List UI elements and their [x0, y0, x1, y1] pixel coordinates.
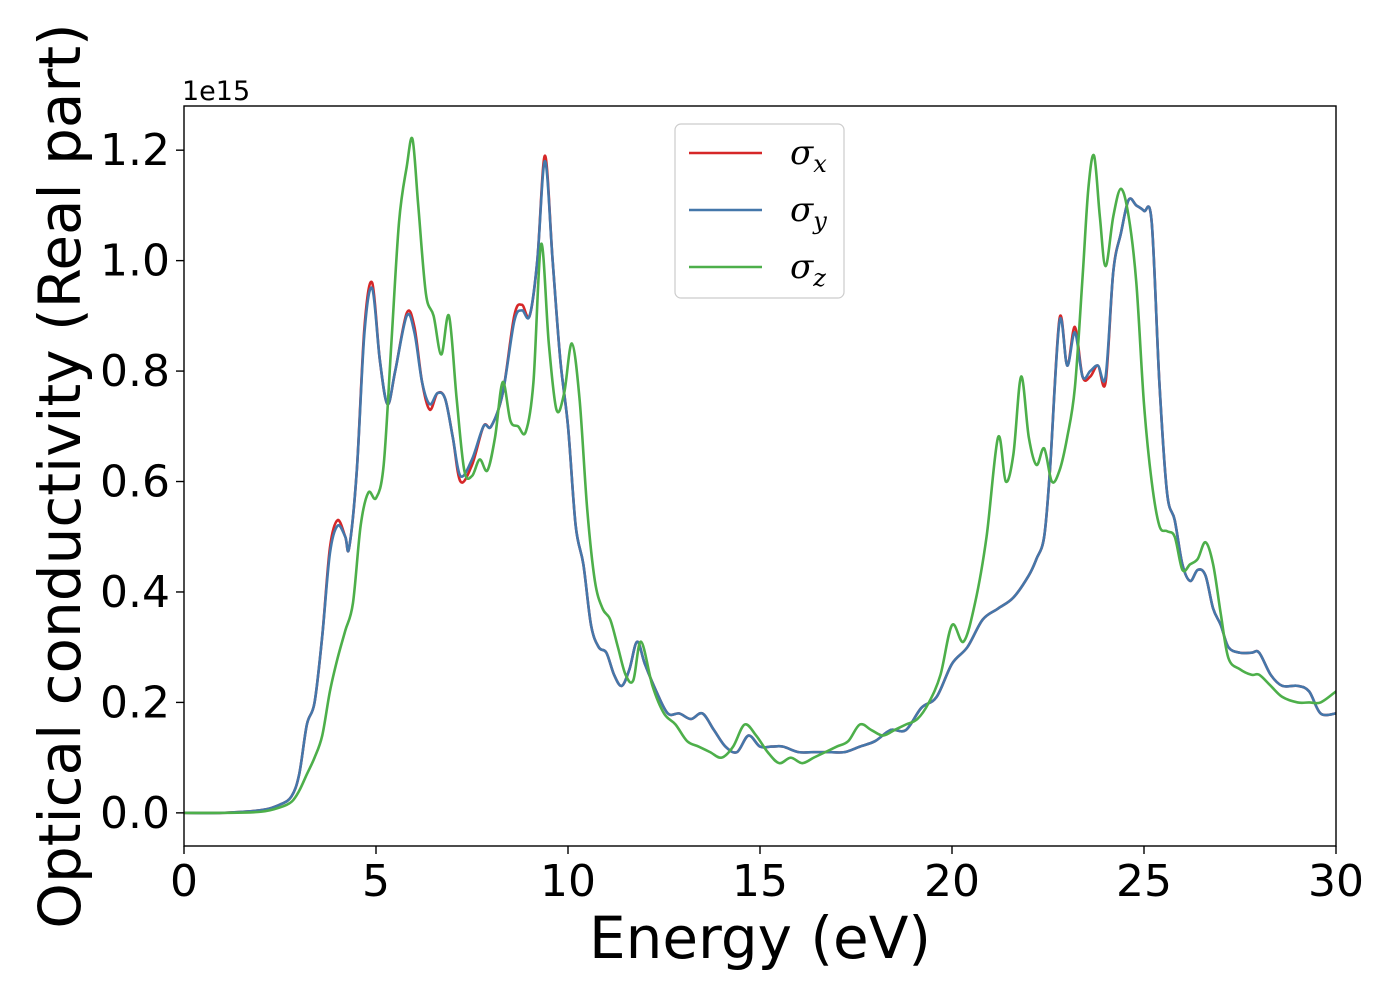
x-tick-label: 30	[1308, 856, 1364, 907]
series-line-y	[184, 159, 1336, 815]
y-axis-label: Optical conductivity (Real part)	[26, 23, 94, 928]
x-tick-label: 20	[924, 856, 980, 907]
y-tick-label: 0.8	[100, 346, 170, 397]
legend-label-z: σz	[790, 247, 826, 292]
x-tick-label: 15	[732, 856, 788, 907]
x-tick-label: 10	[540, 856, 596, 907]
y-tick-label: 1.0	[100, 236, 170, 287]
y-tick-label: 0.4	[100, 567, 170, 618]
x-tick-label: 0	[170, 856, 198, 907]
legend: σx σy σz	[674, 123, 845, 299]
series-layer	[184, 136, 1336, 815]
legend-label-y: σy	[790, 190, 827, 235]
x-tick-label: 5	[362, 856, 390, 907]
x-tick-label: 25	[1116, 856, 1172, 907]
x-axis-label: Energy (eV)	[589, 904, 931, 972]
y-tick-label: 0.0	[100, 788, 170, 839]
legend-label-x: σx	[790, 133, 827, 178]
y-axis: 0.0 0.2 0.4 0.6 0.8 1.0 1.2	[100, 125, 184, 839]
y-tick-label: 1.2	[100, 125, 170, 176]
y-offset-label: 1e15	[182, 76, 250, 107]
y-tick-label: 0.6	[100, 457, 170, 508]
x-axis: 0 5 10 15 20 25 30	[170, 846, 1364, 907]
series-line-z	[184, 136, 1336, 815]
y-tick-label: 0.2	[100, 677, 170, 728]
